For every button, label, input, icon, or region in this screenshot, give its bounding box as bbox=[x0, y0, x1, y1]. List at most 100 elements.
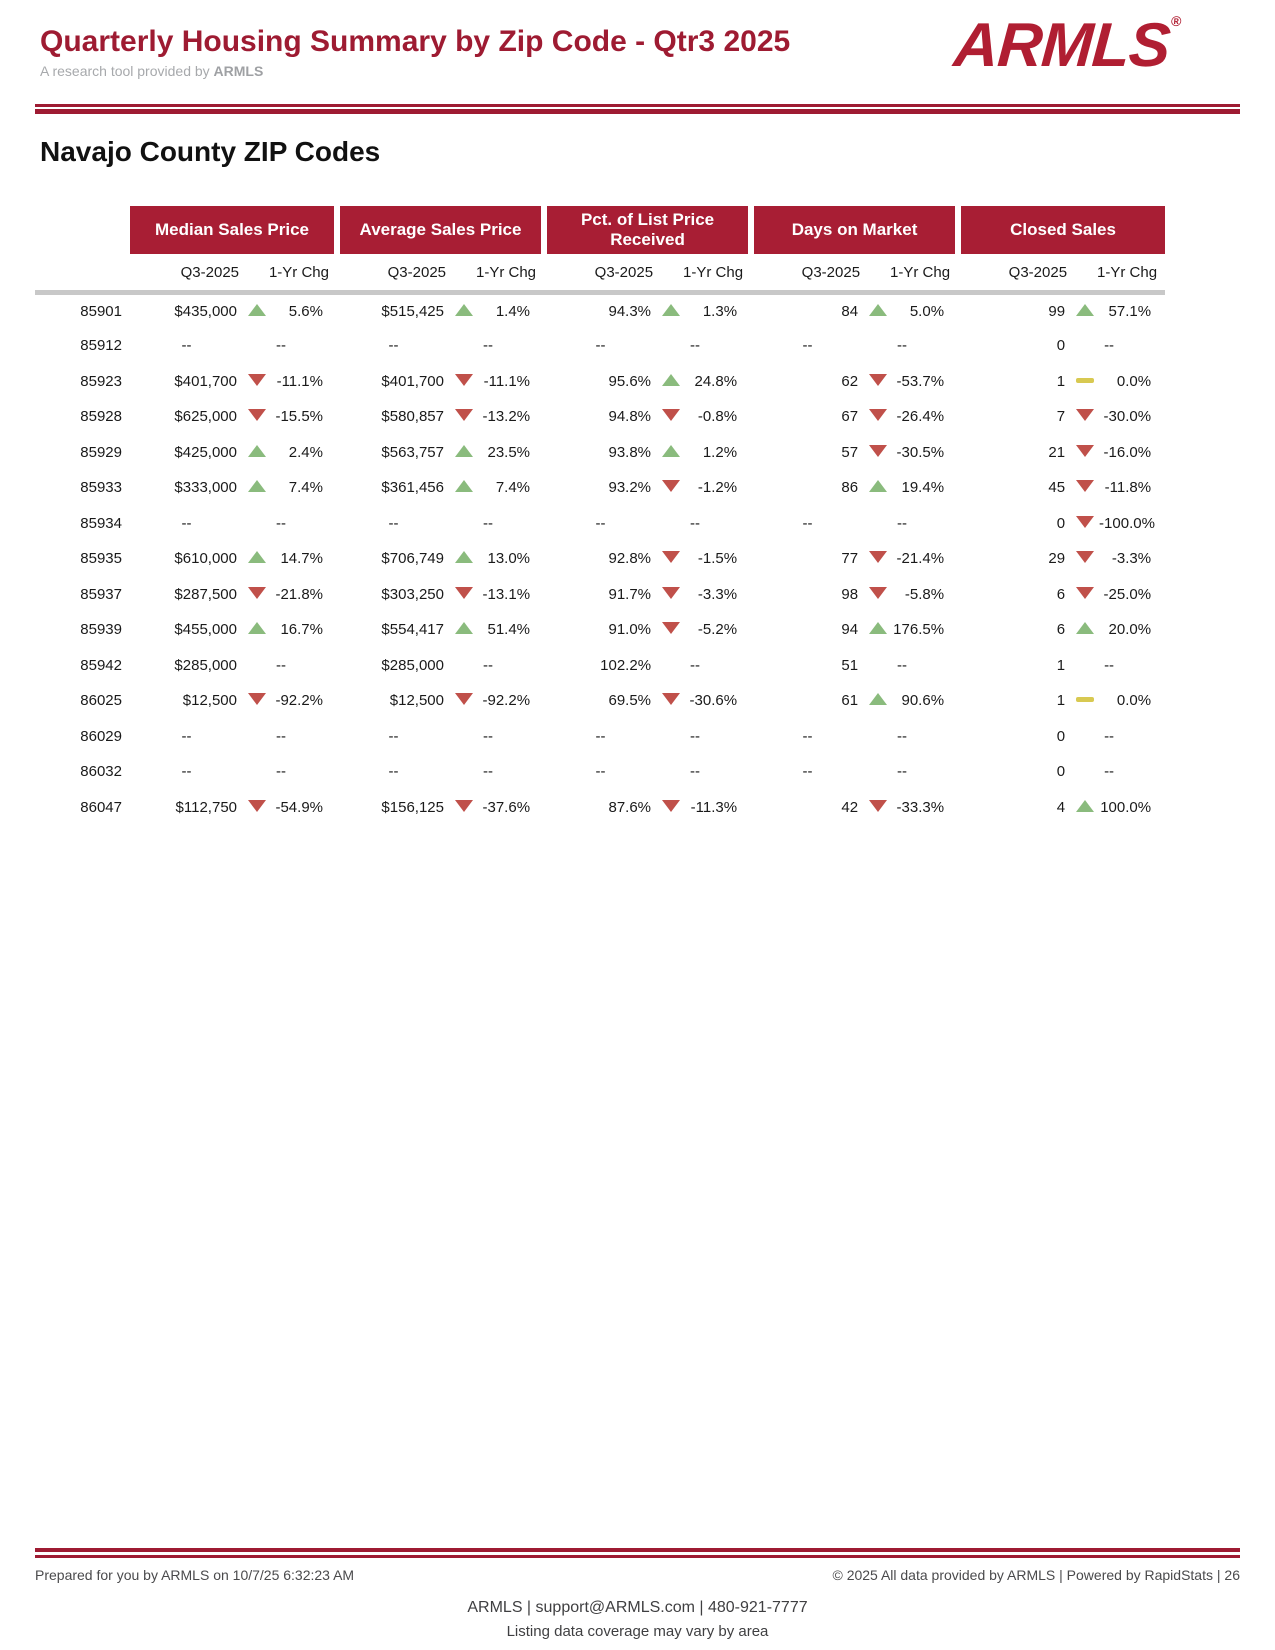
zip-code-cell: 85923 bbox=[80, 372, 122, 390]
trend-cell bbox=[864, 541, 892, 577]
trend-down-icon bbox=[455, 409, 473, 422]
trend-cell bbox=[864, 577, 892, 613]
table-row: 85929 $425,000 2.4% $563,757 23.5% 93.8% 1.2% 5… bbox=[35, 435, 1165, 471]
value-cell: $425,000 bbox=[174, 443, 237, 461]
trend-cell bbox=[243, 577, 271, 613]
trend-down-icon bbox=[662, 799, 681, 812]
change-cell: -92.2% bbox=[275, 692, 323, 710]
trend-cell bbox=[1071, 293, 1099, 329]
subheader-change: 1-Yr Chg bbox=[657, 254, 752, 295]
trend-up-icon bbox=[455, 444, 473, 457]
change-cell: -- bbox=[897, 514, 908, 532]
trend-cell bbox=[864, 293, 892, 329]
change-cell: -1.2% bbox=[697, 479, 738, 497]
trend-up-icon bbox=[869, 304, 888, 316]
trend-up-icon bbox=[869, 693, 888, 706]
trend-down-icon bbox=[455, 799, 473, 812]
value-cell: -- bbox=[595, 337, 606, 355]
trend-cell bbox=[657, 470, 685, 506]
trend-down-icon bbox=[869, 586, 888, 599]
trend-cell bbox=[243, 683, 271, 719]
value-cell: 94 bbox=[841, 621, 859, 639]
zip-code-cell: 85942 bbox=[80, 656, 122, 674]
change-cell: 5.6% bbox=[288, 303, 323, 320]
trend-cell bbox=[1071, 506, 1099, 542]
table-row: 85928 $625,000 -15.5% $580,857 -13.2% 94.8% -0… bbox=[35, 399, 1165, 435]
trend-down-icon bbox=[662, 586, 681, 599]
footer-copyright: © 2025 All data provided by ARMLS | Powe… bbox=[832, 1567, 1240, 1583]
value-cell: 84 bbox=[841, 303, 859, 320]
value-cell: -- bbox=[595, 514, 606, 532]
trend-down-icon bbox=[455, 586, 473, 599]
change-cell: -21.4% bbox=[896, 550, 945, 568]
column-group-closed-sales: Closed Sales bbox=[955, 206, 1166, 254]
change-cell: 24.8% bbox=[694, 372, 738, 390]
zip-code-cell: 86047 bbox=[80, 798, 122, 816]
value-cell: -- bbox=[181, 337, 192, 355]
trend-up-icon bbox=[455, 622, 473, 635]
change-cell: 2.4% bbox=[288, 443, 323, 461]
group-header-row: Median Sales Price Average Sales Price P… bbox=[35, 206, 1166, 254]
table-row: 85933 $333,000 7.4% $361,456 7.4% 93.2% -1.2% 8… bbox=[35, 470, 1165, 506]
trend-down-icon bbox=[662, 409, 681, 422]
value-cell: $287,500 bbox=[174, 585, 237, 603]
value-cell: $285,000 bbox=[174, 656, 237, 674]
value-cell: 87.6% bbox=[608, 798, 652, 816]
trend-down-icon bbox=[869, 799, 888, 812]
value-cell: 61 bbox=[841, 692, 859, 710]
change-cell: -- bbox=[483, 514, 494, 532]
value-cell: 0 bbox=[1056, 763, 1066, 781]
change-cell: -- bbox=[276, 763, 286, 781]
trend-cell bbox=[657, 612, 685, 648]
subheader-change: 1-Yr Chg bbox=[1071, 254, 1166, 295]
subheader-quarter: Q3-2025 bbox=[337, 254, 450, 295]
trend-cell bbox=[657, 293, 685, 329]
sub-header-spacer bbox=[35, 254, 130, 295]
value-cell: 6 bbox=[1056, 621, 1066, 639]
value-cell: 51 bbox=[841, 656, 859, 674]
value-cell: 21 bbox=[1048, 443, 1066, 461]
trend-cell bbox=[1071, 577, 1099, 613]
change-cell: -15.5% bbox=[275, 408, 323, 426]
armls-logo-text: ARMLS bbox=[951, 11, 1173, 80]
footer-divider bbox=[35, 1548, 1240, 1558]
trend-cell bbox=[243, 364, 271, 400]
subheader-change: 1-Yr Chg bbox=[864, 254, 959, 295]
change-cell: 13.0% bbox=[487, 550, 531, 568]
value-cell: 62 bbox=[841, 372, 859, 390]
trend-cell bbox=[450, 683, 478, 719]
change-cell: -5.2% bbox=[697, 621, 738, 639]
change-cell: -11.8% bbox=[1104, 479, 1152, 497]
value-cell: 42 bbox=[841, 798, 859, 816]
value-cell: 1 bbox=[1056, 656, 1066, 674]
value-cell: -- bbox=[595, 763, 606, 781]
value-cell: -- bbox=[388, 514, 399, 532]
trend-cell bbox=[450, 612, 478, 648]
subheader-quarter: Q3-2025 bbox=[130, 254, 243, 295]
zip-code-cell: 85901 bbox=[80, 303, 122, 320]
table-row: 85937 $287,500 -21.8% $303,250 -13.1% 91.7% -3… bbox=[35, 577, 1165, 613]
change-cell: -16.0% bbox=[1103, 443, 1152, 461]
change-cell: -- bbox=[690, 763, 701, 781]
change-cell: 0.0% bbox=[1116, 372, 1152, 390]
change-cell: -- bbox=[276, 656, 286, 674]
change-cell: -54.9% bbox=[275, 798, 323, 816]
trend-up-icon bbox=[455, 551, 473, 564]
value-cell: -- bbox=[181, 514, 192, 532]
change-cell: -- bbox=[483, 727, 494, 745]
value-cell: $435,000 bbox=[174, 303, 237, 320]
change-cell: -- bbox=[897, 656, 908, 674]
trend-down-icon bbox=[248, 373, 266, 386]
table-row: 86029 -- -- -- -- -- -- -- -- 0 -- bbox=[35, 719, 1165, 755]
table-row: 86025 $12,500 -92.2% $12,500 -92.2% 69.5% -30.… bbox=[35, 683, 1165, 719]
footer-coverage-note: Listing data coverage may vary by area bbox=[506, 1623, 769, 1640]
value-cell: -- bbox=[802, 337, 813, 355]
trend-cell bbox=[657, 683, 685, 719]
registered-mark-icon: ® bbox=[1170, 13, 1183, 29]
trend-down-icon bbox=[1076, 515, 1095, 528]
trend-cell bbox=[243, 435, 271, 471]
report-subtitle-brand: ARMLS bbox=[213, 62, 264, 79]
zip-stats-table: Median Sales Price Average Sales Price P… bbox=[35, 206, 1166, 825]
armls-logo: ARMLS® bbox=[951, 11, 1183, 80]
value-cell: $303,250 bbox=[381, 585, 444, 603]
